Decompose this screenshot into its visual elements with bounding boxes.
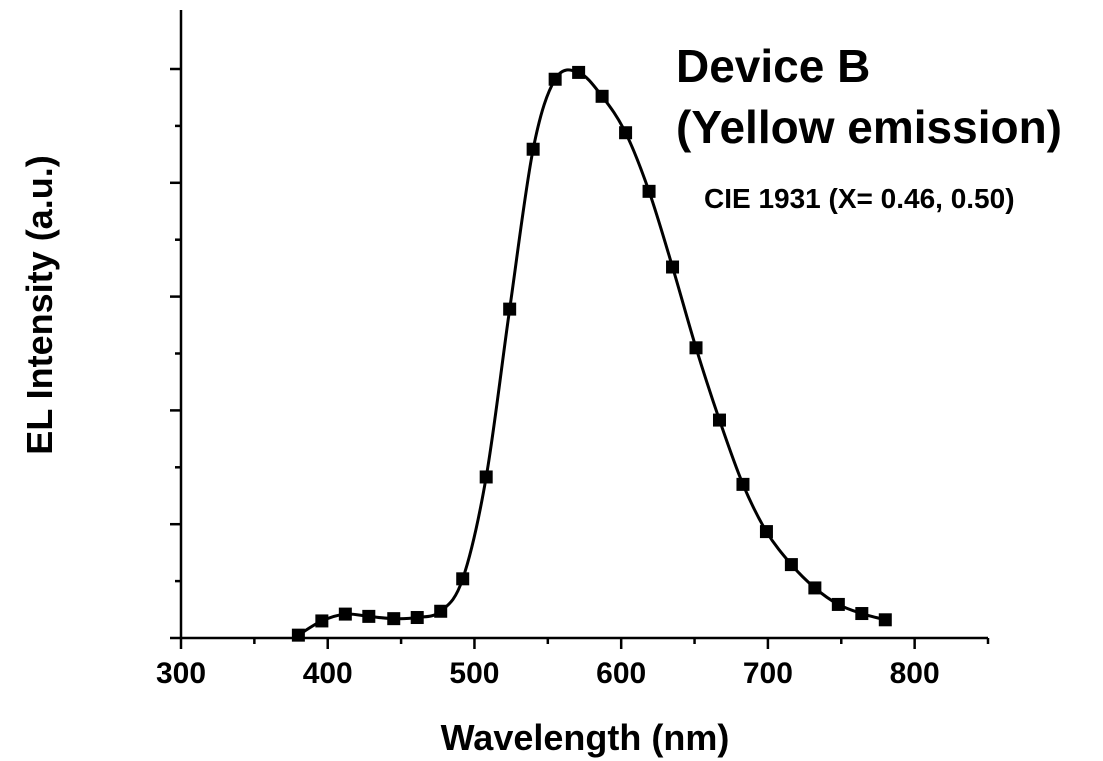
data-point (411, 611, 424, 624)
data-point (572, 66, 585, 79)
y-axis-title: EL Intensity (a.u.) (19, 155, 60, 454)
annotation-emission: (Yellow emission) (676, 101, 1062, 153)
x-tick-label: 700 (743, 657, 793, 690)
x-tick-label: 500 (449, 657, 499, 690)
data-point (736, 478, 749, 491)
data-point (480, 470, 493, 483)
data-point (549, 73, 562, 86)
data-point (832, 598, 845, 611)
x-tick-label: 600 (596, 657, 646, 690)
x-axis-title: Wavelength (nm) (441, 717, 730, 758)
data-point (760, 525, 773, 538)
data-point (387, 612, 400, 625)
data-point (292, 629, 305, 642)
data-point (315, 614, 328, 627)
data-point (527, 143, 540, 156)
data-point (619, 126, 632, 139)
axis-ticks (170, 69, 988, 649)
data-point (362, 610, 375, 623)
series-line (298, 70, 885, 635)
x-tick-label: 400 (303, 657, 353, 690)
data-point (690, 341, 703, 354)
x-tick-label: 300 (156, 657, 206, 690)
data-point (808, 581, 821, 594)
x-tick-labels: 300 400 500 600 700 800 (156, 657, 940, 690)
data-point (879, 613, 892, 626)
data-point (643, 185, 656, 198)
data-point (456, 572, 469, 585)
data-point (855, 607, 868, 620)
data-point (596, 90, 609, 103)
data-point (785, 558, 798, 571)
data-point (339, 608, 352, 621)
data-point (713, 414, 726, 427)
x-tick-label: 800 (890, 657, 940, 690)
annotation-device: Device B (676, 40, 870, 92)
annotation-cie: CIE 1931 (X= 0.46, 0.50) (704, 183, 1015, 214)
data-point (434, 605, 447, 618)
data-point (666, 261, 679, 274)
data-point (503, 303, 516, 316)
